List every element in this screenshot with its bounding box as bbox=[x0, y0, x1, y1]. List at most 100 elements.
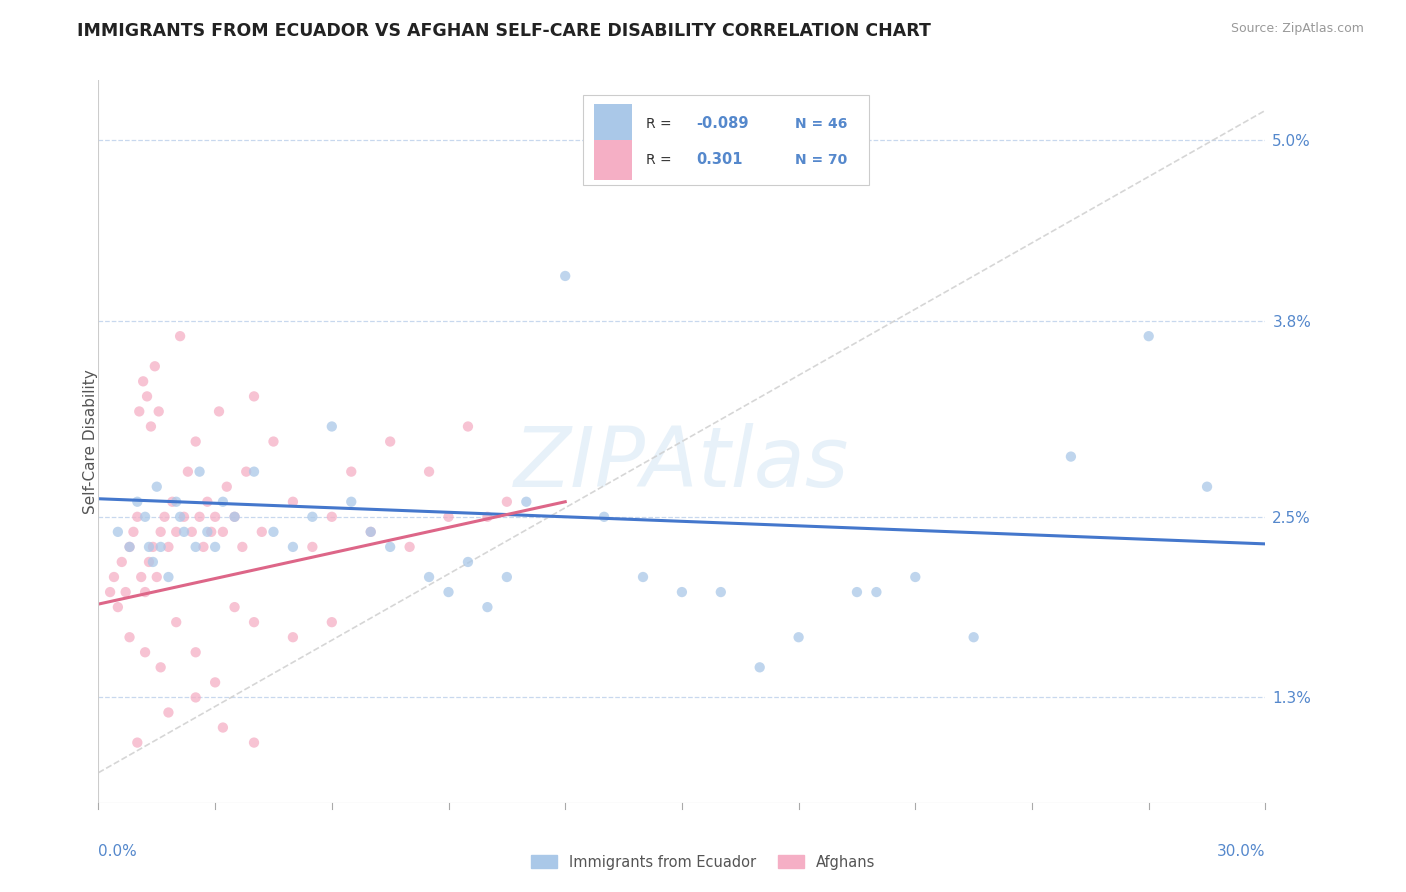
Point bbox=[262, 434, 284, 449]
Point bbox=[180, 524, 202, 539]
Point bbox=[149, 660, 172, 674]
Point bbox=[418, 570, 440, 584]
Point bbox=[98, 585, 121, 599]
Text: 0.301: 0.301 bbox=[696, 153, 742, 168]
Point bbox=[360, 524, 382, 539]
Point bbox=[138, 540, 160, 554]
Point bbox=[188, 465, 211, 479]
Point bbox=[243, 615, 266, 630]
Text: ZIPAtlas: ZIPAtlas bbox=[515, 423, 849, 504]
Point bbox=[118, 540, 141, 554]
Point bbox=[148, 404, 170, 418]
Point bbox=[340, 494, 363, 508]
Point bbox=[122, 524, 145, 539]
Point bbox=[380, 540, 402, 554]
Point bbox=[107, 600, 129, 615]
Point bbox=[149, 540, 172, 554]
Point bbox=[360, 524, 382, 539]
Point bbox=[173, 509, 195, 524]
Point bbox=[195, 494, 218, 508]
Point bbox=[138, 555, 160, 569]
Text: 0.0%: 0.0% bbox=[98, 845, 138, 860]
Point bbox=[157, 540, 180, 554]
Text: N = 46: N = 46 bbox=[796, 117, 848, 130]
Point bbox=[188, 509, 211, 524]
Point bbox=[1195, 480, 1218, 494]
Point bbox=[243, 389, 266, 403]
Point bbox=[169, 329, 191, 343]
Point bbox=[398, 540, 420, 554]
Point bbox=[904, 570, 927, 584]
Point bbox=[204, 509, 226, 524]
Point bbox=[139, 419, 162, 434]
Point bbox=[787, 630, 810, 644]
Point bbox=[204, 540, 226, 554]
Point bbox=[457, 419, 479, 434]
Text: R =: R = bbox=[645, 153, 676, 167]
Point bbox=[134, 509, 156, 524]
Point bbox=[321, 615, 343, 630]
Point bbox=[631, 570, 654, 584]
Point bbox=[128, 404, 150, 418]
Point bbox=[477, 600, 499, 615]
Point bbox=[177, 465, 200, 479]
Point bbox=[231, 540, 253, 554]
Point bbox=[671, 585, 693, 599]
Point bbox=[250, 524, 273, 539]
Point bbox=[142, 555, 165, 569]
Point bbox=[142, 540, 165, 554]
Point bbox=[437, 585, 460, 599]
Point bbox=[437, 509, 460, 524]
Point bbox=[129, 570, 152, 584]
Legend: Immigrants from Ecuador, Afghans: Immigrants from Ecuador, Afghans bbox=[524, 849, 882, 876]
Point bbox=[127, 494, 149, 508]
Point bbox=[380, 434, 402, 449]
Point bbox=[710, 585, 733, 599]
Point bbox=[243, 465, 266, 479]
Point bbox=[184, 645, 207, 659]
Point bbox=[962, 630, 984, 644]
Point bbox=[496, 570, 519, 584]
Point bbox=[165, 524, 187, 539]
Text: 30.0%: 30.0% bbox=[1218, 845, 1265, 860]
Point bbox=[157, 570, 180, 584]
Point bbox=[169, 509, 191, 524]
Point bbox=[301, 509, 323, 524]
FancyBboxPatch shape bbox=[595, 103, 631, 144]
Point bbox=[184, 690, 207, 705]
Point bbox=[200, 524, 222, 539]
Point bbox=[184, 434, 207, 449]
Point bbox=[477, 509, 499, 524]
Point bbox=[340, 465, 363, 479]
Point bbox=[132, 375, 155, 389]
Point bbox=[204, 675, 226, 690]
Point bbox=[515, 494, 537, 508]
Point bbox=[193, 540, 215, 554]
Point bbox=[212, 721, 235, 735]
Y-axis label: Self-Care Disability: Self-Care Disability bbox=[83, 369, 97, 514]
Point bbox=[114, 585, 136, 599]
Point bbox=[224, 509, 246, 524]
Point bbox=[301, 540, 323, 554]
Point bbox=[281, 540, 304, 554]
FancyBboxPatch shape bbox=[595, 140, 631, 179]
FancyBboxPatch shape bbox=[582, 95, 869, 185]
Point bbox=[262, 524, 284, 539]
Point bbox=[1060, 450, 1083, 464]
Point bbox=[281, 494, 304, 508]
Text: R =: R = bbox=[645, 117, 676, 130]
Point bbox=[243, 735, 266, 749]
Point bbox=[146, 480, 169, 494]
Point bbox=[748, 660, 770, 674]
Point bbox=[165, 615, 187, 630]
Point bbox=[165, 494, 187, 508]
Point bbox=[195, 524, 218, 539]
Point bbox=[321, 509, 343, 524]
Point bbox=[1137, 329, 1160, 343]
Point bbox=[212, 494, 235, 508]
Point bbox=[215, 480, 238, 494]
Point bbox=[134, 645, 156, 659]
Point bbox=[118, 630, 141, 644]
Point bbox=[162, 494, 184, 508]
Text: -0.089: -0.089 bbox=[696, 116, 748, 131]
